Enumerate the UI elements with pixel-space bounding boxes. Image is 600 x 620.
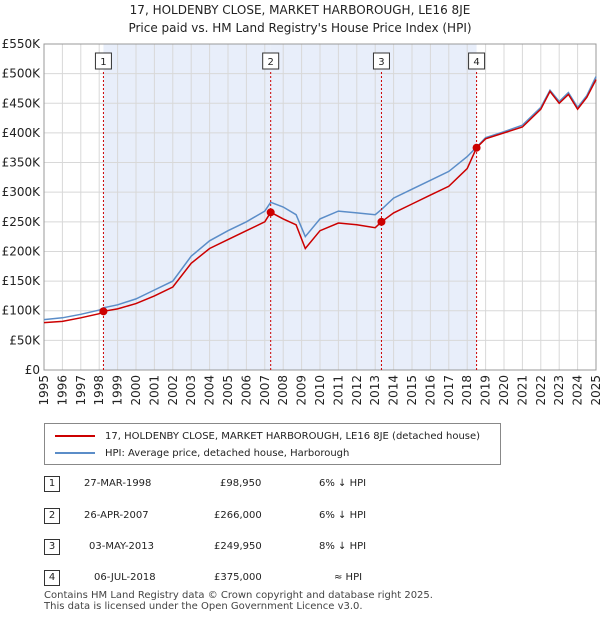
ownership-shade	[381, 44, 477, 370]
transaction-hpi: 6% ↓ HPI	[319, 478, 367, 489]
transaction-hpi: 6% ↓ HPI	[319, 510, 367, 521]
y-tick-label: £500K	[2, 67, 42, 81]
legend-item-hpi: HPI: Average price, detached house, Harb…	[55, 445, 349, 461]
x-tick-label: 2011	[331, 375, 345, 406]
series-line	[43, 79, 597, 324]
x-tick-label: 2009	[295, 375, 309, 406]
x-tick-label: 2013	[368, 375, 382, 406]
sale-point	[266, 208, 275, 217]
sale-marker-label: 4	[473, 57, 479, 68]
x-tick-label: 2018	[460, 375, 474, 406]
x-tick-label: 2003	[184, 375, 198, 406]
transaction-number: 3	[44, 539, 60, 555]
x-tick-label: 2024	[571, 375, 585, 406]
legend-label-property: 17, HOLDENBY CLOSE, MARKET HARBOROUGH, L…	[105, 430, 481, 442]
y-tick-label: £250K	[2, 215, 42, 229]
x-tick-label: 1999	[111, 375, 125, 406]
footer-copyright: Contains HM Land Registry data © Crown c…	[44, 590, 433, 601]
y-tick-label: £0	[25, 363, 40, 377]
y-tick-label: £550K	[2, 37, 42, 51]
sale-marker-label: 3	[378, 57, 384, 68]
x-tick-label: 2021	[515, 375, 529, 406]
y-tick-label: £200K	[2, 244, 42, 258]
price-chart: £0 £50K £100K £150K £200K £250K £300K £350K £400…	[2, 37, 600, 406]
legend-label-hpi: HPI: Average price, detached house, Harb…	[105, 447, 350, 459]
legend-red-line	[55, 435, 95, 437]
x-tick-label: 2015	[405, 375, 419, 406]
x-tick-label: 1995	[37, 375, 51, 406]
y-tick-label: £150K	[2, 274, 42, 288]
x-tick-label: 2023	[552, 375, 566, 406]
x-tick-label: 2005	[221, 375, 235, 406]
x-tick-label: 2001	[147, 375, 161, 406]
y-tick-label: £100K	[2, 304, 42, 318]
x-tick-label: 2025	[589, 375, 600, 406]
transaction-price: £98,950	[220, 478, 262, 489]
series-line	[43, 76, 597, 321]
sale-marker-label: 1	[100, 57, 106, 68]
x-tick-label: 1996	[55, 375, 69, 406]
footer-licence: This data is licensed under the Open Gov…	[44, 601, 363, 612]
legend-blue-line	[55, 452, 95, 454]
x-tick-label: 1997	[74, 375, 88, 406]
chart-subtitle: Price paid vs. HM Land Registry's House …	[128, 21, 472, 35]
x-tick-label: 2022	[534, 375, 548, 406]
transaction-date: 06-JUL-2018	[94, 572, 156, 583]
sale-marker-box	[262, 52, 280, 70]
sale-marker-box	[468, 52, 486, 70]
x-tick-label: 2012	[350, 375, 364, 406]
transaction-number: 1	[44, 476, 60, 492]
legend: 17, HOLDENBY CLOSE, MARKET HARBOROUGH, L…	[44, 423, 501, 465]
y-tick-label: £400K	[2, 126, 42, 140]
transaction-hpi: ≈ HPI	[334, 572, 363, 583]
ownership-shade	[270, 44, 382, 370]
plot-border	[43, 43, 597, 371]
sale-marker-box	[94, 52, 112, 70]
transaction-number: 4	[44, 570, 60, 586]
ownership-shade	[103, 44, 271, 370]
x-tick-label: 2016	[423, 375, 437, 406]
sale-point	[99, 307, 108, 316]
sale-point	[472, 143, 481, 152]
transaction-date: 03-MAY-2013	[89, 541, 155, 552]
x-tick-label: 2007	[258, 375, 272, 406]
x-tick-label: 2004	[203, 375, 217, 406]
x-tick-label: 1998	[92, 375, 106, 406]
sale-marker-box	[372, 52, 390, 70]
sale-point	[377, 217, 386, 226]
x-tick-label: 2020	[497, 375, 511, 406]
x-tick-label: 2017	[442, 375, 456, 406]
y-tick-label: £50K	[9, 333, 41, 347]
x-tick-label: 2008	[276, 375, 290, 406]
chart-title: 17, HOLDENBY CLOSE, MARKET HARBOROUGH, L…	[129, 3, 471, 17]
x-tick-label: 2000	[129, 375, 143, 406]
y-tick-label: £350K	[2, 156, 42, 170]
transaction-number: 2	[44, 508, 60, 524]
legend-item-property: 17, HOLDENBY CLOSE, MARKET HARBOROUGH, L…	[55, 428, 480, 444]
y-tick-label: £450K	[2, 96, 42, 110]
transaction-hpi: 8% ↓ HPI	[319, 541, 367, 552]
x-tick-label: 2019	[479, 375, 493, 406]
x-tick-label: 2002	[166, 375, 180, 406]
transaction-date: 27-MAR-1998	[84, 478, 152, 489]
transaction-price: £266,000	[214, 510, 262, 521]
sale-marker-label: 2	[268, 57, 274, 68]
transaction-price: £249,950	[214, 541, 262, 552]
x-tick-label: 2014	[387, 375, 401, 406]
x-tick-label: 2006	[239, 375, 253, 406]
transaction-date: 26-APR-2007	[84, 510, 149, 521]
x-tick-label: 2010	[313, 375, 327, 406]
transaction-price: £375,000	[214, 572, 262, 583]
y-tick-label: £300K	[2, 185, 42, 199]
